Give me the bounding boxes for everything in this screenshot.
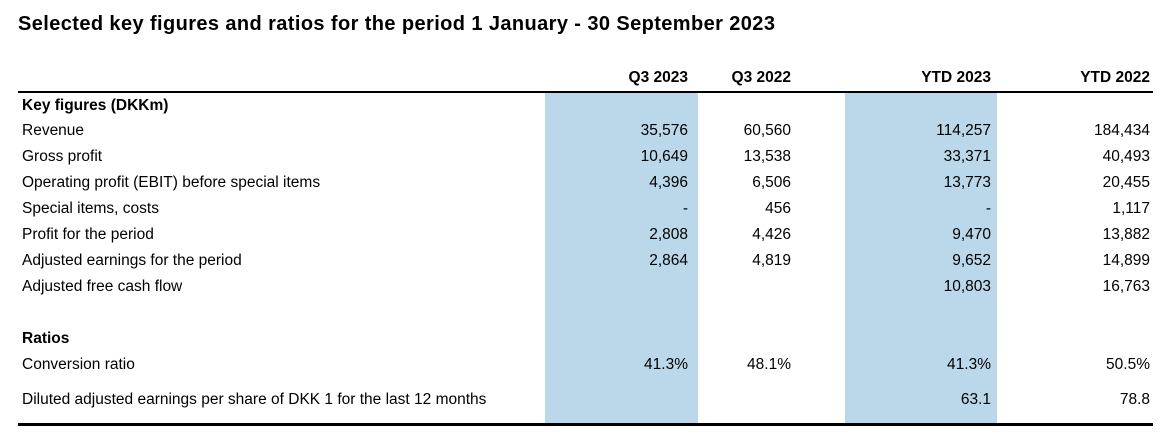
row-label: Adjusted earnings for the period	[22, 252, 242, 269]
cell-ytd-2022: 20,455	[1102, 174, 1150, 191]
cell	[698, 92, 845, 118]
cell-ytd-2022: 13,882	[1102, 226, 1150, 243]
cell-ytd-2023: 33,371	[845, 144, 997, 170]
column-header-q3-2022: Q3 2022	[698, 65, 845, 93]
cell-q3-2022: 6,506	[752, 174, 791, 191]
report-page: Selected key figures and ratios for the …	[18, 13, 1153, 426]
cell-ytd-2023: -	[845, 196, 997, 222]
table-row: Profit for the period 2,808 4,426 9,470 …	[18, 222, 1153, 248]
cell-ytd-2023: 10,803	[845, 274, 997, 300]
table-row: Adjusted earnings for the period 2,864 4…	[18, 248, 1153, 274]
column-header-q3-2023: Q3 2023	[545, 65, 698, 93]
table-row: Special items, costs - 456 - 1,117	[18, 196, 1153, 222]
cell-ytd-2022: 78.8	[997, 378, 1153, 426]
section-header-row: Ratios	[18, 326, 1153, 352]
column-header-ytd-2023: YTD 2023	[845, 65, 997, 93]
cell-q3-2023: -	[545, 196, 698, 222]
cell-ytd-2023: 63.1	[845, 378, 997, 426]
spacer-row	[18, 300, 1153, 326]
section-header-key-figures: Key figures (DKKm)	[22, 96, 169, 114]
page-title: Selected key figures and ratios for the …	[18, 13, 776, 35]
cell	[18, 300, 545, 326]
column-header-ytd-2022: YTD 2022	[997, 65, 1153, 93]
row-label: Gross profit	[22, 148, 103, 165]
cell	[845, 92, 997, 118]
cell-q3-2022: 48.1%	[747, 356, 791, 373]
table-row: Operating profit (EBIT) before special i…	[18, 170, 1153, 196]
row-label: Conversion ratio	[22, 356, 135, 373]
table-row: Diluted adjusted earnings per share of D…	[18, 378, 1153, 426]
table-body: Key figures (DKKm) Revenue 35,576 60,560…	[18, 92, 1153, 426]
cell-ytd-2023: 9,470	[845, 222, 997, 248]
table-row: Adjusted free cash flow 10,803 16,763	[18, 274, 1153, 300]
cell-ytd-2023: 13,773	[845, 170, 997, 196]
table-header: Q3 2023 Q3 2022 YTD 2023 YTD 2022	[18, 65, 1153, 93]
cell	[997, 326, 1153, 352]
cell-q3-2023: 10,649	[545, 144, 698, 170]
cell-ytd-2022: 1,117	[1112, 200, 1150, 217]
section-header-row: Key figures (DKKm)	[18, 92, 1153, 118]
cell-q3-2022	[698, 274, 845, 300]
table-row: Conversion ratio 41.3% 48.1% 41.3% 50.5%	[18, 352, 1153, 378]
row-label: Operating profit (EBIT) before special i…	[22, 174, 321, 191]
cell-q3-2023: 2,808	[545, 222, 698, 248]
row-label-text: Diluted adjusted earnings per share of D…	[22, 390, 487, 408]
cell-ytd-2022: 40,493	[1102, 148, 1150, 165]
cell-ytd-2022: 14,899	[1102, 252, 1150, 269]
header-row: Q3 2023 Q3 2022 YTD 2023 YTD 2022	[18, 65, 1153, 93]
row-label: Special items, costs	[22, 200, 159, 217]
cell-q3-2022: 4,819	[752, 252, 791, 269]
cell-q3-2023: 41.3%	[545, 352, 698, 378]
cell	[698, 300, 845, 326]
header-label-spacer	[18, 65, 545, 93]
cell-ytd-2022: 184,434	[1093, 122, 1150, 139]
cell-q3-2022: 456	[765, 200, 791, 217]
key-figures-table: Q3 2023 Q3 2022 YTD 2023 YTD 2022 Key fi…	[18, 65, 1153, 426]
cell-ytd-2022: 50.5%	[1106, 356, 1150, 373]
cell-ytd-2023: 9,652	[845, 248, 997, 274]
cell-q3-2022: 4,426	[752, 226, 791, 243]
cell	[545, 92, 698, 118]
cell	[845, 326, 997, 352]
cell	[545, 300, 698, 326]
cell-q3-2022: 60,560	[743, 122, 791, 139]
row-label: Revenue	[22, 122, 85, 139]
cell-q3-2023: 2,864	[545, 248, 698, 274]
cell	[997, 300, 1153, 326]
cell-q3-2022: 13,538	[743, 148, 791, 165]
section-header-ratios: Ratios	[22, 330, 70, 347]
cell-q3-2023	[545, 274, 698, 300]
row-label: Adjusted free cash flow	[22, 278, 183, 295]
cell-q3-2023: 35,576	[545, 118, 698, 144]
row-label: Diluted adjusted earnings per share of D…	[18, 378, 545, 426]
cell-q3-2023	[545, 378, 698, 426]
cell	[698, 326, 845, 352]
cell	[545, 326, 698, 352]
table-row: Revenue 35,576 60,560 114,257 184,434	[18, 118, 1153, 144]
cell-q3-2023: 4,396	[545, 170, 698, 196]
cell-ytd-2023: 41.3%	[845, 352, 997, 378]
row-label: Profit for the period	[22, 226, 154, 243]
cell-ytd-2023: 114,257	[845, 118, 997, 144]
cell	[845, 300, 997, 326]
cell-q3-2022	[698, 378, 845, 426]
table-row: Gross profit 10,649 13,538 33,371 40,493	[18, 144, 1153, 170]
cell	[997, 92, 1153, 118]
cell-ytd-2022: 16,763	[1102, 278, 1150, 295]
